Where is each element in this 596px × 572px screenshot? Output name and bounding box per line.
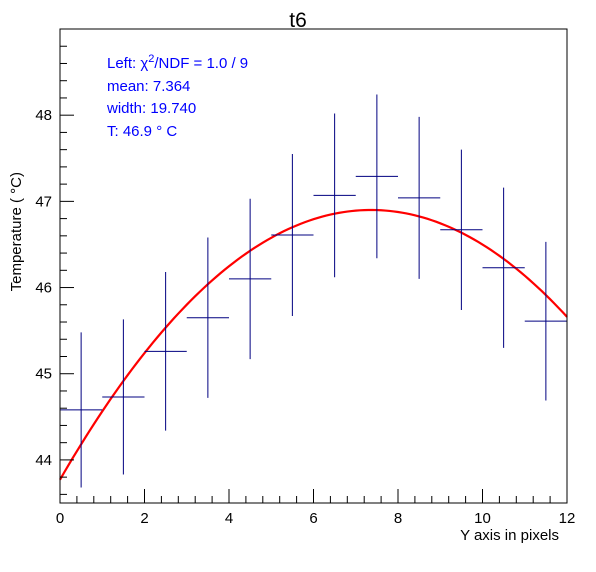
data-point: [313, 113, 356, 278]
y-tick-label: 48: [35, 107, 52, 124]
stats-box: Left: χ2/NDF = 1.0 / 9 mean: 7.364 width…: [106, 53, 248, 140]
y-tick-label: 45: [35, 366, 52, 383]
y-tick-label: 47: [35, 193, 52, 210]
fit-layer: [59, 208, 568, 481]
stats-width-line: width: 19.740: [106, 100, 196, 117]
x-axis-title: Y axis in pixels: [460, 527, 559, 544]
stats-chi-suffix: /NDF = 1.0 / 9: [154, 55, 248, 72]
stats-chi2-line: Left: χ2/NDF = 1.0 / 9: [107, 53, 248, 72]
x-tick-label: 4: [225, 510, 233, 527]
x-tick-label: 8: [394, 510, 402, 527]
data-point: [482, 187, 525, 348]
x-tick-label: 10: [474, 510, 491, 527]
data-point: [355, 94, 398, 259]
y-tick-label: 44: [35, 452, 52, 469]
y-tick-label: 46: [35, 280, 52, 297]
data-layer: [60, 94, 567, 488]
fit-curve: [59, 208, 568, 481]
chart-title: t6: [289, 9, 307, 32]
data-point: [398, 116, 441, 279]
x-tick-label: 0: [56, 510, 64, 527]
x-tick-label: 6: [309, 510, 317, 527]
data-point: [60, 332, 103, 488]
data-point: [229, 198, 272, 360]
stats-chi-prefix: Left: χ: [107, 55, 148, 72]
y-axis-title: Temperature ( °C): [8, 172, 25, 291]
x-tick-label: 2: [140, 510, 148, 527]
data-point: [440, 149, 483, 310]
data-point: [271, 153, 314, 316]
data-point: [186, 237, 229, 398]
data-point: [144, 272, 187, 431]
data-point: [524, 241, 567, 401]
stats-t-line: T: 46.9 ° C: [107, 123, 177, 140]
stats-chi-sup: 2: [148, 53, 154, 65]
data-point: [102, 319, 145, 475]
x-tick-label: 12: [559, 510, 576, 527]
stats-mean-line: mean: 7.364: [107, 78, 190, 95]
